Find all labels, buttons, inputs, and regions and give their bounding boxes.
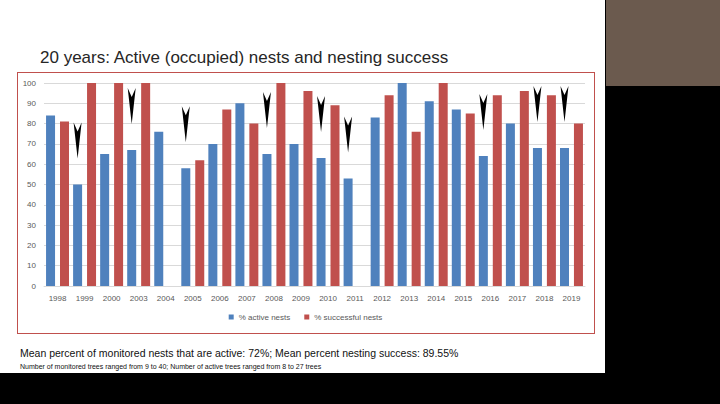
svg-text:10: 10 bbox=[27, 261, 36, 270]
svg-text:1998: 1998 bbox=[49, 294, 67, 303]
html-text:Mean percent of monitored nest: Mean percent of monitored nests that are… bbox=[20, 347, 459, 359]
svg-text:40: 40 bbox=[27, 200, 36, 209]
svg-text:2004: 2004 bbox=[157, 294, 175, 303]
svg-text:2007: 2007 bbox=[238, 294, 256, 303]
svg-text:2019: 2019 bbox=[563, 294, 581, 303]
svg-text:100: 100 bbox=[23, 79, 37, 88]
svg-text:2009: 2009 bbox=[292, 294, 310, 303]
svg-text:2011: 2011 bbox=[346, 294, 364, 303]
svg-text:2016: 2016 bbox=[481, 294, 499, 303]
svg-text:2012: 2012 bbox=[373, 294, 391, 303]
svg-text:70: 70 bbox=[27, 139, 36, 148]
svg-text:2005: 2005 bbox=[184, 294, 202, 303]
svg-text:1999: 1999 bbox=[76, 294, 94, 303]
svg-text:30: 30 bbox=[27, 221, 36, 230]
svg-text:% active nests: % active nests bbox=[239, 313, 291, 322]
svg-text:90: 90 bbox=[27, 99, 36, 108]
svg-text:2017: 2017 bbox=[508, 294, 526, 303]
svg-text:2008: 2008 bbox=[265, 294, 283, 303]
svg-text:2013: 2013 bbox=[400, 294, 418, 303]
svg-text:2003: 2003 bbox=[130, 294, 148, 303]
svg-text:2014: 2014 bbox=[427, 294, 445, 303]
svg-text:% successful nests: % successful nests bbox=[314, 313, 382, 322]
svg-text:2010: 2010 bbox=[319, 294, 337, 303]
svg-text:2018: 2018 bbox=[536, 294, 554, 303]
svg-text:0: 0 bbox=[32, 282, 37, 291]
svg-text:2006: 2006 bbox=[211, 294, 229, 303]
svg-text:80: 80 bbox=[27, 119, 36, 128]
svg-text:60: 60 bbox=[27, 160, 36, 169]
svg-text:2000: 2000 bbox=[103, 294, 121, 303]
html-text:20 years: Active (occupied) ne: 20 years: Active (occupied) nests and ne… bbox=[40, 48, 449, 67]
svg-text:2015: 2015 bbox=[454, 294, 472, 303]
html-text:Number of monitored trees rang: Number of monitored trees ranged from 9 … bbox=[20, 363, 322, 370]
svg-text:50: 50 bbox=[27, 180, 36, 189]
svg-text:20: 20 bbox=[27, 241, 36, 250]
